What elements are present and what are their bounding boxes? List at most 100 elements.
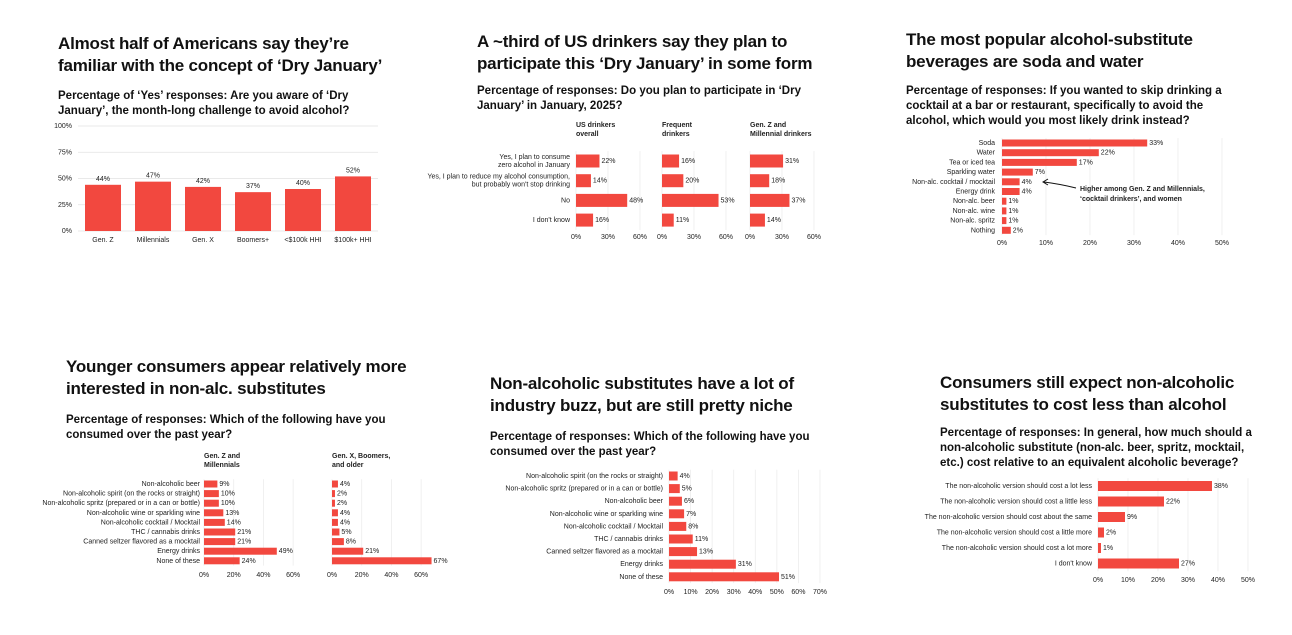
x-tick-label: 0% bbox=[199, 572, 209, 579]
bar bbox=[204, 480, 218, 488]
value-label: 51% bbox=[781, 574, 795, 581]
bar bbox=[662, 154, 680, 168]
chart-subtitle: Percentage of responses: In general, how… bbox=[940, 427, 1252, 469]
x-tick-label: 10% bbox=[1121, 577, 1135, 584]
value-label: 4% bbox=[340, 519, 350, 526]
bar bbox=[662, 213, 674, 227]
value-label: 2% bbox=[337, 490, 347, 497]
category-label: Non-alcoholic wine or sparkling wine bbox=[87, 510, 200, 517]
chart-title: Almost half of Americans say they’re fam… bbox=[58, 34, 383, 75]
value-label: 4% bbox=[1022, 188, 1032, 195]
value-label: 17% bbox=[1079, 159, 1093, 166]
x-tick-label: 30% bbox=[601, 234, 615, 241]
chart-title: Younger consumers appear relatively more… bbox=[66, 357, 407, 398]
value-label: 21% bbox=[237, 529, 251, 536]
x-tick-label: 50% bbox=[770, 589, 784, 596]
x-tick-label: 60% bbox=[633, 234, 647, 241]
value-label: 2% bbox=[1106, 529, 1116, 536]
category-label: Non-alc. spritz bbox=[950, 217, 995, 224]
bar bbox=[1002, 139, 1148, 147]
bar bbox=[204, 557, 240, 565]
bar bbox=[1002, 158, 1077, 166]
value-label: 67% bbox=[434, 558, 448, 565]
category-label: Canned seltzer flavored as a mocktail bbox=[83, 538, 200, 545]
value-label: 53% bbox=[721, 197, 735, 204]
x-tick-label: 0% bbox=[1093, 577, 1103, 584]
value-label: 14% bbox=[593, 178, 607, 185]
value-label: 4% bbox=[1022, 179, 1032, 186]
value-label: 1% bbox=[1008, 208, 1018, 215]
x-tick-label: 50% bbox=[1241, 577, 1255, 584]
value-label: 27% bbox=[1181, 560, 1195, 567]
x-tick-label: Millennials bbox=[137, 237, 170, 244]
bar bbox=[1002, 207, 1007, 215]
bar bbox=[669, 509, 685, 519]
category-label: No bbox=[561, 197, 570, 204]
category-label: Canned seltzer flavored as a mocktail bbox=[546, 548, 663, 555]
chart-title: Non-alcoholic substitutes have a lot of … bbox=[490, 374, 794, 415]
category-label: None of these bbox=[619, 574, 663, 581]
category-label: None of these bbox=[156, 558, 200, 565]
value-label: 31% bbox=[785, 158, 799, 165]
x-tick-label: 0% bbox=[657, 234, 667, 241]
bar bbox=[185, 186, 221, 231]
x-tick-label: 50% bbox=[1215, 240, 1229, 247]
category-label: The non-alcoholic version should cost ab… bbox=[925, 514, 1092, 521]
value-label: 5% bbox=[341, 529, 351, 536]
category-label: Non-alcoholic spritz (prepared or in a c… bbox=[505, 485, 663, 492]
value-label: 42% bbox=[196, 178, 210, 185]
bar bbox=[1002, 217, 1007, 225]
category-label: Non-alcoholic beer bbox=[605, 498, 664, 505]
value-label: 1% bbox=[1008, 217, 1018, 224]
bar bbox=[204, 547, 277, 555]
value-label: 4% bbox=[680, 473, 690, 480]
bar bbox=[204, 538, 236, 546]
bar bbox=[750, 154, 784, 168]
bar bbox=[669, 559, 736, 569]
category-label: I don't know bbox=[1055, 560, 1093, 567]
category-label: Sparkling water bbox=[947, 169, 996, 176]
x-tick-label: 30% bbox=[1181, 577, 1195, 584]
category-label: Water bbox=[977, 150, 996, 157]
value-label: 33% bbox=[1149, 140, 1163, 147]
x-tick-label: 60% bbox=[791, 589, 805, 596]
value-label: 22% bbox=[601, 158, 615, 165]
x-tick-label: 70% bbox=[813, 589, 827, 596]
x-tick-label: 30% bbox=[727, 589, 741, 596]
bar bbox=[332, 490, 335, 498]
series-name: Gen. Z and Millennials bbox=[204, 453, 240, 469]
x-tick-label: 20% bbox=[1083, 240, 1097, 247]
category-label: Tea or iced tea bbox=[949, 159, 995, 166]
annotation: Higher among Gen. Z and Millennials, ‘coc… bbox=[1080, 186, 1205, 203]
value-label: 6% bbox=[684, 498, 694, 505]
category-label: THC / cannabis drinks bbox=[594, 536, 663, 543]
bar bbox=[576, 213, 594, 227]
bar bbox=[332, 547, 364, 555]
category-label: Soda bbox=[979, 140, 995, 147]
y-tick-label: 100% bbox=[54, 123, 72, 130]
chart-title: The most popular alcohol-substitute beve… bbox=[906, 30, 1193, 71]
category-label: Energy drink bbox=[956, 188, 996, 195]
bar bbox=[750, 174, 770, 188]
value-label: 37% bbox=[791, 197, 805, 204]
category-label: The non-alcoholic version should cost a … bbox=[945, 483, 1092, 490]
value-label: 4% bbox=[340, 510, 350, 517]
bar bbox=[1098, 558, 1179, 569]
chart-subtitle: Percentage of ‘Yes’ responses: Are you a… bbox=[58, 90, 350, 117]
value-label: 21% bbox=[365, 548, 379, 555]
chart-subtitle: Percentage of responses: If you wanted t… bbox=[906, 85, 1222, 127]
x-tick-label: 20% bbox=[227, 572, 241, 579]
bar bbox=[669, 547, 698, 557]
category-label: Non-alcoholic cocktail / Mocktail bbox=[101, 519, 201, 526]
x-tick-label: 60% bbox=[286, 572, 300, 579]
bar bbox=[662, 193, 719, 207]
bar bbox=[332, 518, 338, 526]
value-label: 7% bbox=[1035, 169, 1045, 176]
value-label: 22% bbox=[1101, 150, 1115, 157]
category-label: Non-alc. cocktail / mocktail bbox=[912, 179, 995, 186]
x-tick-label: 60% bbox=[414, 572, 428, 579]
bar bbox=[332, 557, 432, 565]
bar bbox=[1098, 496, 1164, 507]
series-name: US drinkers overall bbox=[576, 122, 615, 138]
